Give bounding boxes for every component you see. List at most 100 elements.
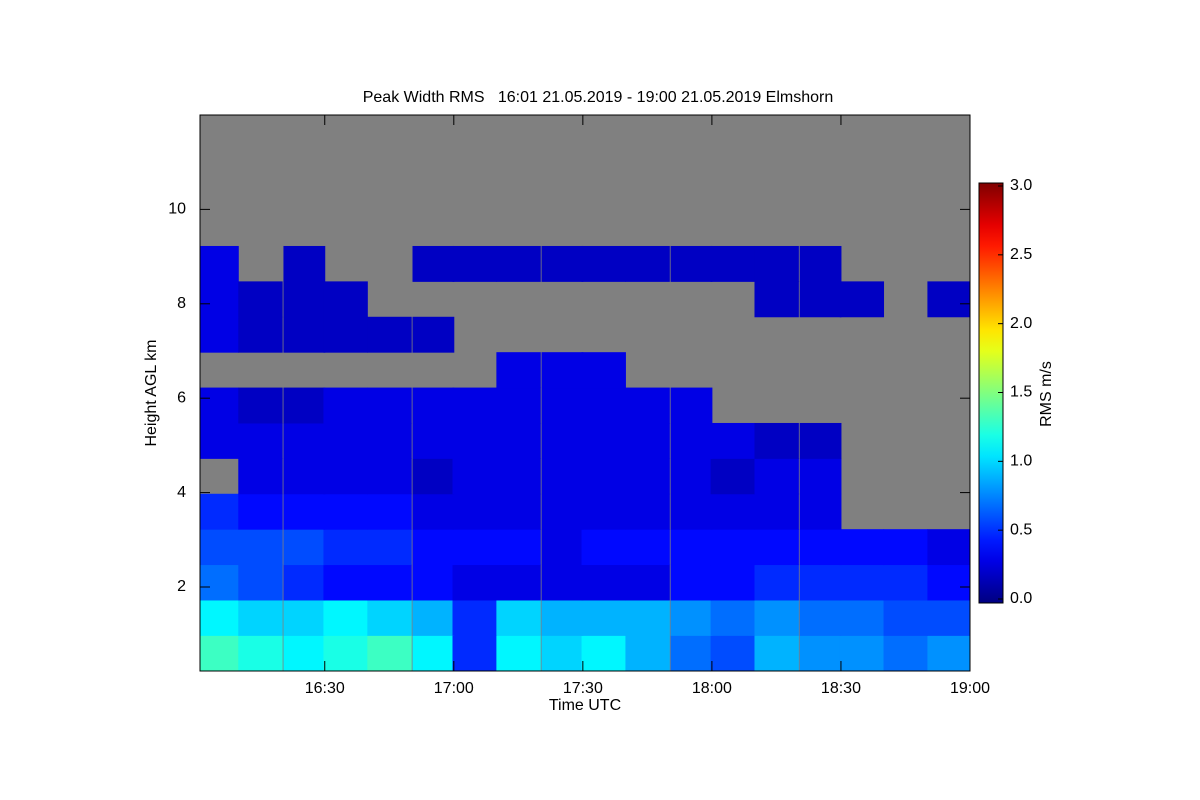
heatmap-cell xyxy=(883,564,928,601)
heatmap-cell xyxy=(452,245,497,282)
heatmap-cell xyxy=(839,599,885,636)
heatmap-cell xyxy=(754,422,799,459)
heatmap-cell xyxy=(452,458,497,495)
heatmap-cell xyxy=(238,635,283,671)
heatmap-cell xyxy=(238,387,283,424)
heatmap-cell xyxy=(754,458,799,495)
heatmap-cell xyxy=(625,529,670,566)
heatmap-cell xyxy=(283,422,326,459)
heatmap-cell xyxy=(323,316,368,353)
heatmap-cell xyxy=(883,599,928,636)
heatmap-cell xyxy=(839,564,885,601)
heatmap-cell xyxy=(496,493,541,530)
heatmap-cell xyxy=(541,458,584,495)
heatmap-cell xyxy=(323,564,368,601)
heatmap-cell xyxy=(670,564,713,601)
y-tick-label: 6 xyxy=(177,389,186,406)
heatmap-cell xyxy=(238,564,283,601)
heatmap-cell xyxy=(754,635,799,671)
x-tick-label: 18:30 xyxy=(821,680,861,697)
heatmap-cell xyxy=(367,635,412,671)
heatmap-cell xyxy=(581,458,626,495)
heatmap-cell xyxy=(412,387,455,424)
colorbar-tick-label: 3.0 xyxy=(1010,177,1032,194)
heatmap-cell xyxy=(839,529,885,566)
heatmap-cell xyxy=(283,387,326,424)
heatmap-cell xyxy=(412,564,455,601)
heatmap-cell xyxy=(625,387,670,424)
heatmap-cell xyxy=(754,281,799,318)
heatmap-cell xyxy=(799,493,842,530)
heatmap-cell xyxy=(927,599,970,636)
heatmap-cell xyxy=(323,493,368,530)
heatmap-cell xyxy=(799,564,842,601)
heatmap-cell xyxy=(496,635,541,671)
heatmap-cell xyxy=(883,635,928,671)
heatmap-cell xyxy=(927,529,970,566)
heatmap-cell xyxy=(496,245,541,282)
heatmap-cell xyxy=(670,493,713,530)
heatmap-cell xyxy=(412,635,455,671)
heatmap-cell xyxy=(799,281,842,318)
heatmap-cell xyxy=(541,387,584,424)
heatmap-cell xyxy=(367,599,412,636)
heatmap-cell xyxy=(367,422,412,459)
heatmap-cell xyxy=(754,245,799,282)
chart-title: Peak Width RMS 16:01 21.05.2019 - 19:00 … xyxy=(363,89,834,106)
heatmap-cell xyxy=(283,529,326,566)
heatmap-cell xyxy=(238,599,283,636)
heatmap-cell xyxy=(367,458,412,495)
heatmap-cell xyxy=(754,529,799,566)
heatmap-cell xyxy=(283,245,326,282)
heatmap-cell xyxy=(412,458,455,495)
heatmap-cell xyxy=(200,387,239,424)
heatmap-cell xyxy=(238,281,283,318)
heatmap-cell xyxy=(200,316,239,353)
heatmap-cell xyxy=(283,564,326,601)
colorbar-label: RMS m/s xyxy=(1038,361,1055,427)
heatmap-cell xyxy=(283,281,326,318)
y-tick-label: 8 xyxy=(177,295,186,312)
heatmap-cell xyxy=(367,564,412,601)
heatmap-cell xyxy=(670,245,713,282)
heatmap-cell xyxy=(839,635,885,671)
heatmap-cell xyxy=(541,599,584,636)
heatmap-cell xyxy=(283,458,326,495)
heatmap-cell xyxy=(799,529,842,566)
heatmap-cell xyxy=(710,564,755,601)
heatmap-cell xyxy=(670,422,713,459)
heatmap-cell xyxy=(670,529,713,566)
heatmap-cell xyxy=(541,352,584,389)
heatmap-cell xyxy=(452,564,497,601)
heatmap-cell xyxy=(323,387,368,424)
heatmap-cell xyxy=(581,422,626,459)
heatmap-cell xyxy=(412,493,455,530)
heatmap-cell xyxy=(412,316,455,353)
x-tick-label: 16:30 xyxy=(305,680,345,697)
heatmap-cell xyxy=(883,529,928,566)
heatmap-cell xyxy=(200,599,239,636)
heatmap-cell xyxy=(710,245,755,282)
heatmap-cell xyxy=(496,458,541,495)
heatmap-cell xyxy=(710,422,755,459)
colorbar-tick-label: 2.0 xyxy=(1010,315,1032,332)
colorbar-tick-label: 0.0 xyxy=(1010,590,1032,607)
heatmap-cell xyxy=(927,281,970,318)
heatmap-cell xyxy=(799,635,842,671)
heatmap-cell xyxy=(625,422,670,459)
heatmap-cell xyxy=(200,493,239,530)
x-tick-label: 17:30 xyxy=(563,680,603,697)
heatmap-cell xyxy=(412,422,455,459)
heatmap-cell xyxy=(581,599,626,636)
heatmap-cell xyxy=(238,316,283,353)
heatmap-cell xyxy=(625,245,670,282)
heatmap-cell xyxy=(412,529,455,566)
heatmap-cell xyxy=(754,493,799,530)
heatmap-cell xyxy=(452,387,497,424)
heatmap-cell xyxy=(323,529,368,566)
heatmap-cell xyxy=(710,635,755,671)
heatmap-cell xyxy=(452,529,497,566)
heatmap-cell xyxy=(496,422,541,459)
heatmap-cell xyxy=(200,281,239,318)
heatmap xyxy=(200,115,970,671)
